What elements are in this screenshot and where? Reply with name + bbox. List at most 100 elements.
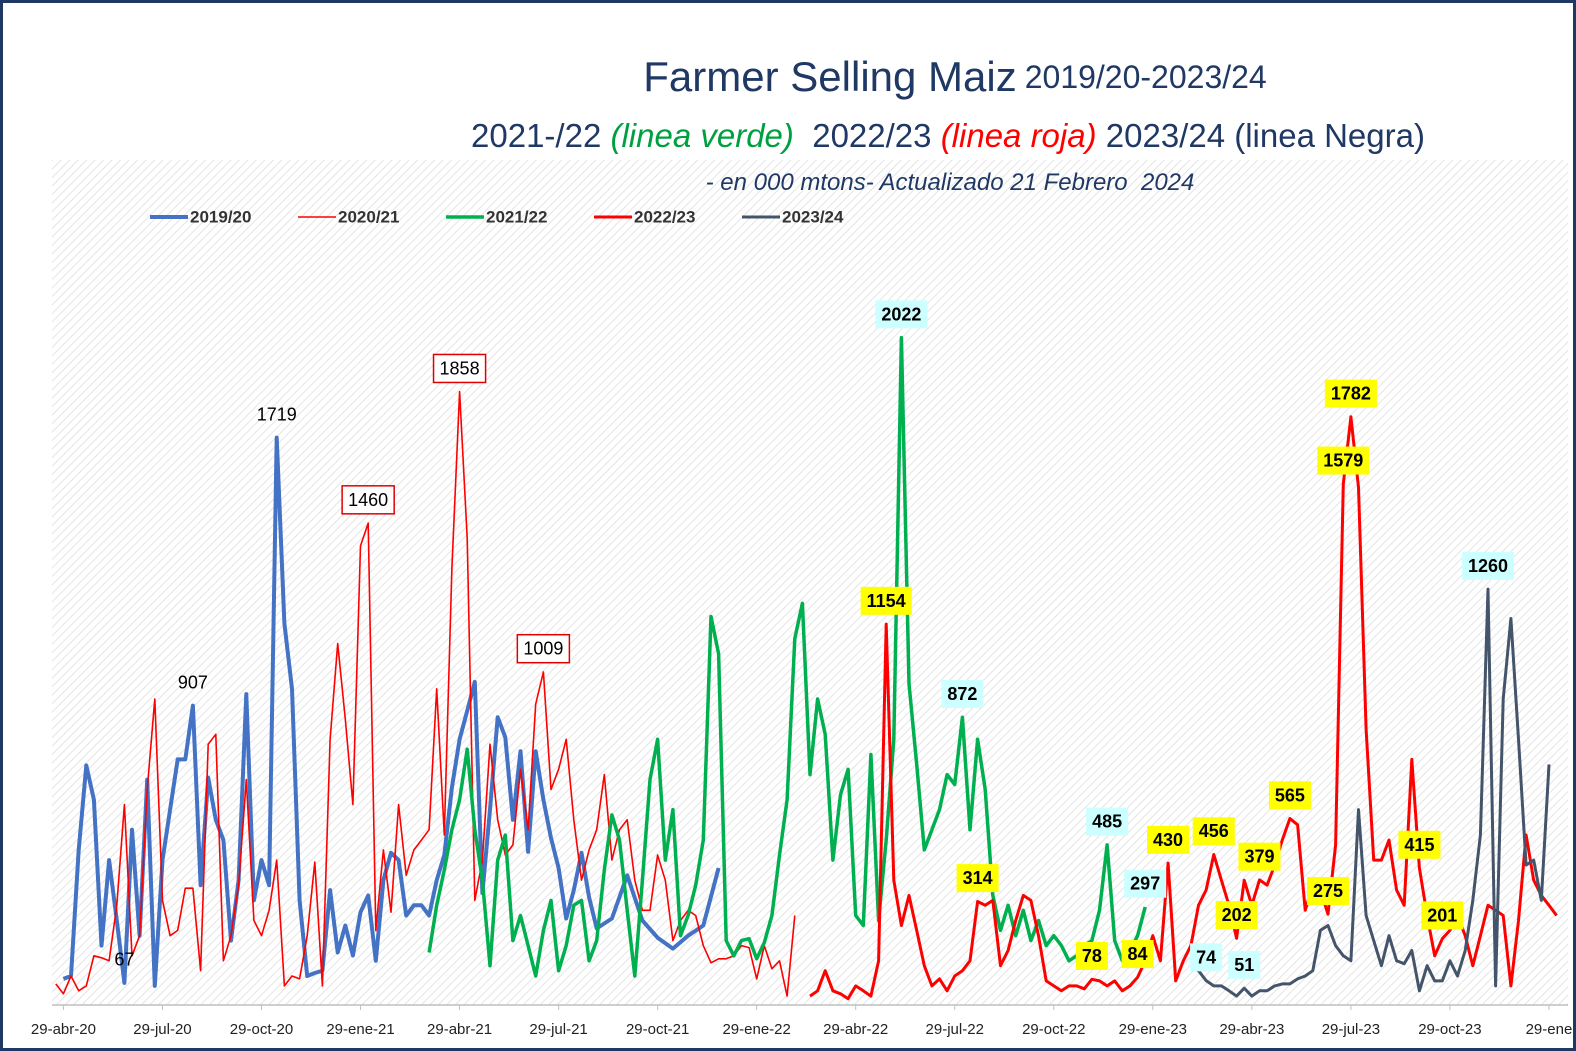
- data-label-box: [432, 353, 487, 384]
- data-label-box: [1324, 379, 1377, 408]
- data-label-box: [1238, 842, 1281, 871]
- data-label-text: 565: [1275, 785, 1305, 805]
- subtitle-part: (linea roja): [941, 117, 1097, 154]
- data-label-box: [1190, 943, 1223, 972]
- data-label-text: 275: [1313, 881, 1343, 901]
- plot-background: [52, 160, 1568, 1005]
- data-label: 1460: [341, 485, 395, 515]
- data-label: 1782: [1324, 379, 1377, 408]
- data-label-box: [1421, 901, 1464, 930]
- x-tick-label: 29-jul-22: [926, 1021, 984, 1038]
- series-line: [1190, 587, 1551, 998]
- data-label-text: 1154: [867, 591, 906, 611]
- x-tick-label: 29-oct-20: [230, 1021, 293, 1038]
- data-label-box: [1215, 901, 1258, 930]
- series-line: [55, 390, 796, 997]
- data-label-box: [1398, 830, 1441, 859]
- x-tick-label: 29-abr-22: [823, 1021, 888, 1038]
- legend-label: 2022/23: [634, 207, 695, 226]
- subtitle-part: (linea verde): [610, 117, 793, 154]
- data-label: 74: [1190, 943, 1223, 972]
- data-label: 1858: [432, 353, 487, 384]
- data-label: 275: [1307, 876, 1350, 905]
- data-label: 2022: [875, 300, 928, 329]
- data-label: 872: [941, 679, 984, 708]
- data-label: 314: [956, 864, 999, 893]
- data-label-text: 1719: [257, 404, 297, 424]
- data-label: 201: [1421, 901, 1464, 930]
- data-label-box: [1192, 817, 1235, 846]
- data-label-text: 1579: [1323, 451, 1363, 471]
- data-label: 67: [114, 950, 134, 970]
- data-label-text: 1260: [1468, 556, 1508, 576]
- data-label-box: [341, 485, 395, 515]
- subtitle-part: 2023/24 (linea Negra): [1097, 117, 1425, 154]
- data-label-text: 297: [1130, 874, 1160, 894]
- x-tick-label: 29-ene: [1526, 1021, 1573, 1038]
- data-label-box: [1121, 940, 1154, 969]
- data-label-text: 84: [1128, 944, 1148, 964]
- legend-label: 2023/24: [782, 207, 844, 226]
- x-tick-label: 29-abr-21: [427, 1021, 492, 1038]
- data-label: 907: [178, 672, 208, 692]
- x-tick-label: 29-ene-21: [326, 1021, 394, 1038]
- data-label: 456: [1192, 817, 1235, 846]
- data-label-text: 907: [178, 672, 208, 692]
- data-label: 1719: [257, 404, 297, 424]
- x-tick-label: 29-abr-23: [1219, 1021, 1284, 1038]
- series-line: [809, 415, 1558, 1001]
- data-label-box: [1228, 950, 1261, 979]
- x-tick-label: 29-oct-22: [1022, 1021, 1085, 1038]
- data-label: 379: [1238, 842, 1281, 871]
- x-tick-label: 29-jul-21: [529, 1021, 587, 1038]
- data-label-text: 415: [1404, 835, 1434, 855]
- data-label: 78: [1075, 942, 1108, 971]
- data-label-box: [1124, 869, 1167, 898]
- data-label: 297: [1124, 869, 1167, 898]
- data-label-text: 1782: [1331, 384, 1371, 404]
- data-label: 430: [1147, 825, 1190, 854]
- data-label-box: [956, 864, 999, 893]
- x-tick-label: 29-abr-20: [31, 1021, 96, 1038]
- title-years: 2019/20-2023/24: [1025, 59, 1267, 95]
- data-label: 84: [1121, 940, 1154, 969]
- x-tick-label: 29-jul-20: [133, 1021, 191, 1038]
- data-label: 1579: [1317, 446, 1370, 475]
- data-label-text: 201: [1427, 905, 1457, 925]
- data-label-text: 430: [1153, 830, 1183, 850]
- chart-title: Farmer Selling Maiz 2019/20-2023/24: [643, 53, 1266, 100]
- data-label-text: 2022: [881, 304, 921, 324]
- data-label: 565: [1268, 781, 1311, 810]
- data-label-text: 1858: [440, 358, 480, 378]
- data-label: 202: [1215, 901, 1258, 930]
- data-label-text: 51: [1234, 955, 1254, 975]
- subtitle: 2021-/22 (linea verde) 2022/23 (linea ro…: [471, 117, 1425, 154]
- data-label-text: 456: [1199, 821, 1229, 841]
- data-label-box: [860, 586, 912, 615]
- data-labels: 67 907 1719 1460 1858 1009 2022 872 485 297 1154 31…: [114, 300, 1515, 979]
- data-label-text: 872: [947, 684, 977, 704]
- data-label-box: [1317, 446, 1370, 475]
- data-label-text: 1460: [348, 490, 388, 510]
- data-label-box: [875, 300, 928, 329]
- data-label-text: 202: [1222, 905, 1252, 925]
- x-tick-label: 29-ene-22: [722, 1021, 790, 1038]
- data-label-text: 67: [114, 950, 134, 970]
- x-tick-label: 29-ene-23: [1119, 1021, 1187, 1038]
- plot-area: [55, 335, 1558, 1001]
- legend-label: 2020/21: [338, 207, 399, 226]
- legend-label: 2021/22: [486, 207, 547, 226]
- data-label: 1009: [516, 633, 571, 664]
- data-label: 485: [1086, 807, 1129, 836]
- data-label: 1260: [1461, 551, 1515, 580]
- title-main: Farmer Selling Maiz: [643, 53, 1016, 100]
- data-label-box: [1075, 942, 1108, 971]
- series-line: [62, 435, 721, 988]
- subtitle-part: 2022/23: [794, 117, 941, 154]
- data-label-text: 78: [1082, 946, 1102, 966]
- note: - en 000 mtons- Actualizado 21 Febrero 2…: [706, 169, 1195, 196]
- data-label: 1154: [860, 586, 912, 615]
